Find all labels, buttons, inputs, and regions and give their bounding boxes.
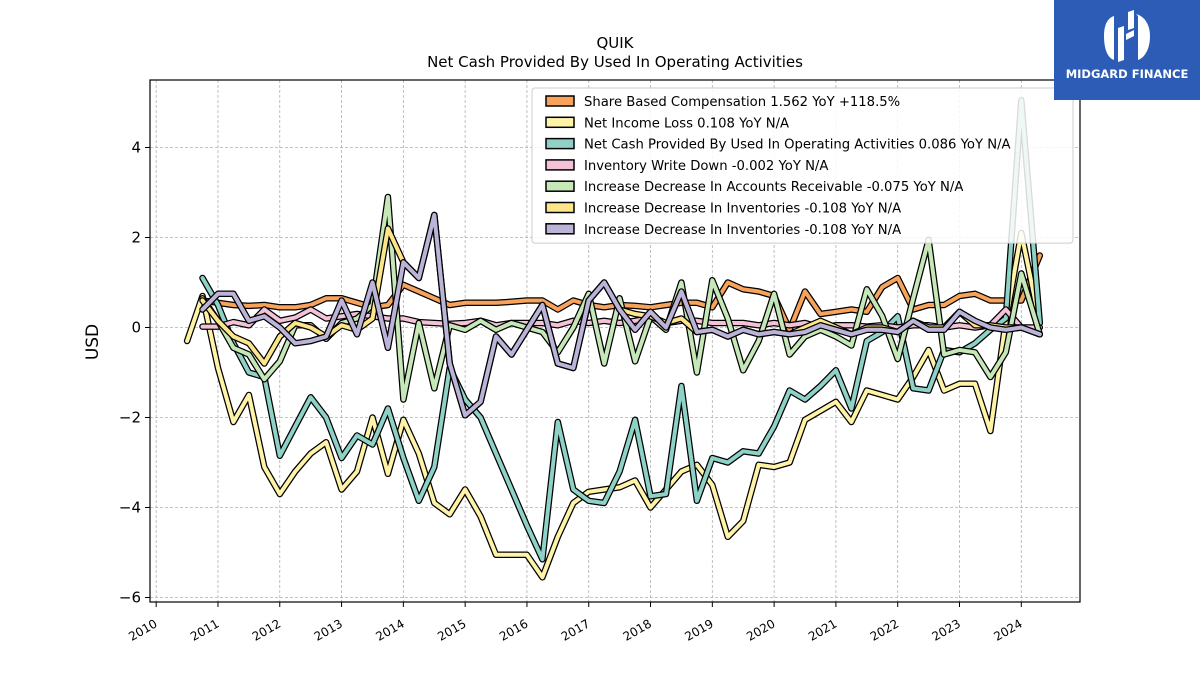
chart-title: QUIK <box>596 34 634 52</box>
chart-subtitle: Net Cash Provided By Used In Operating A… <box>427 53 803 71</box>
midgard-finance-logo: MIDGARD FINANCE <box>1054 0 1200 100</box>
series-line-6 <box>200 213 1042 418</box>
series-line-2 <box>200 98 1042 562</box>
x-tick-label: 2011 <box>188 616 221 643</box>
x-tick-label: 2019 <box>682 616 715 643</box>
legend-box <box>531 87 1074 244</box>
y-tick-label: −6 <box>119 589 141 607</box>
x-tick-label: 2013 <box>312 616 345 643</box>
legend-swatch <box>545 95 575 107</box>
x-tick-label: 2014 <box>373 616 406 643</box>
legend-swatch <box>545 116 575 129</box>
x-tick-label: 2022 <box>868 616 901 643</box>
x-tick-label: 2017 <box>559 616 592 643</box>
legend-label: Share Based Compensation 1.562 YoY +118.… <box>584 95 900 110</box>
legend-label: Net Cash Provided By Used In Operating A… <box>584 138 1011 153</box>
legend-label: Increase Decrease In Inventories -0.108 … <box>584 223 901 238</box>
legend-swatch <box>545 223 575 235</box>
plot-frame <box>149 79 1081 603</box>
series-lines <box>183 97 1044 581</box>
legend: Share Based Compensation 1.562 YoY +118.… <box>531 87 1074 244</box>
x-tick-label: 2016 <box>497 616 530 643</box>
legend-label: Increase Decrease In Accounts Receivable… <box>584 180 963 195</box>
legend-label: Inventory Write Down -0.002 YoY N/A <box>584 159 828 174</box>
legend-swatch <box>545 159 575 171</box>
x-tick-label: 2021 <box>806 616 839 643</box>
legend-swatch <box>545 201 575 214</box>
legend-label: Net Income Loss 0.108 YoY N/A <box>584 116 789 131</box>
x-tick-label: 2015 <box>435 616 468 643</box>
legend-swatch <box>545 137 575 150</box>
series-line-3 <box>200 307 1042 330</box>
y-axis-label: USD <box>83 324 103 360</box>
y-tick-label: 4 <box>131 139 141 157</box>
y-tick-label: 2 <box>131 229 141 247</box>
legend-swatch <box>545 180 575 192</box>
logo-text: MIDGARD FINANCE <box>1065 67 1189 81</box>
logo-mark-icon <box>1104 10 1150 62</box>
legend-label: Increase Decrease In Inventories -0.108 … <box>584 202 901 217</box>
x-tick-label: 2010 <box>126 616 159 643</box>
y-tick-label: −2 <box>119 409 141 427</box>
x-tick-label: 2023 <box>930 616 963 643</box>
x-tick-label: 2024 <box>991 616 1024 643</box>
x-tick-label: 2012 <box>250 616 283 643</box>
x-tick-label: 2020 <box>744 616 777 643</box>
y-tick-label: −4 <box>119 499 141 517</box>
y-tick-label: 0 <box>131 319 141 337</box>
x-tick-label: 2018 <box>621 616 654 643</box>
